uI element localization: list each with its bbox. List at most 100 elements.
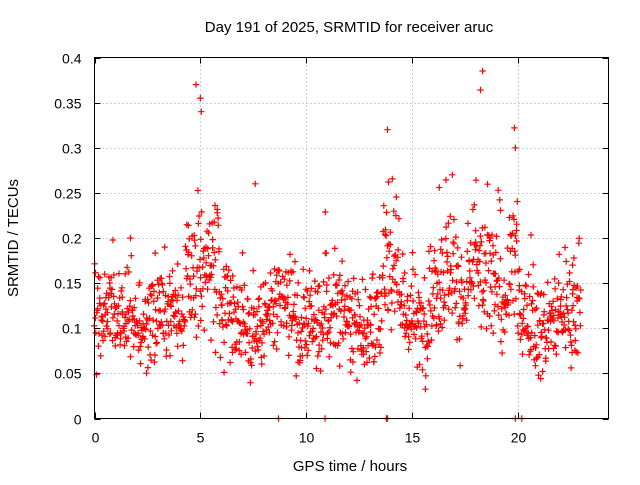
data-point	[94, 285, 101, 292]
data-point	[440, 298, 448, 306]
data-point	[413, 309, 420, 316]
data-point	[195, 322, 202, 330]
data-point	[516, 266, 523, 273]
data-point	[339, 335, 347, 342]
data-point	[334, 299, 341, 306]
data-point	[131, 304, 138, 311]
data-point	[387, 241, 394, 248]
data-point	[494, 303, 502, 310]
data-point	[574, 349, 581, 356]
data-point	[315, 341, 323, 349]
data-point	[300, 293, 307, 300]
data-point	[303, 341, 310, 348]
data-point	[439, 287, 446, 294]
data-point	[512, 295, 520, 303]
data-point	[146, 315, 153, 322]
data-point	[536, 351, 543, 358]
y-axis-label: SRMTID / TECUs	[5, 179, 22, 297]
data-point	[399, 275, 407, 282]
data-point	[174, 260, 181, 268]
data-point	[381, 292, 388, 300]
data-point	[197, 236, 204, 243]
data-point	[576, 235, 583, 242]
data-point	[222, 321, 230, 328]
data-point	[467, 286, 475, 293]
data-point	[386, 248, 393, 255]
data-point	[554, 295, 561, 302]
data-point	[333, 282, 341, 289]
data-point	[212, 304, 220, 311]
data-point	[533, 304, 540, 312]
data-point	[245, 339, 253, 346]
data-point	[422, 372, 429, 379]
data-point	[137, 360, 144, 367]
data-point	[452, 304, 459, 311]
data-point	[454, 244, 461, 252]
data-point	[356, 302, 363, 309]
data-point	[148, 292, 155, 299]
data-point	[127, 234, 134, 242]
data-point	[95, 342, 102, 350]
data-point	[561, 244, 569, 251]
data-point	[104, 309, 111, 316]
data-point	[354, 289, 361, 296]
data-point	[188, 252, 195, 259]
data-point	[522, 282, 530, 290]
data-point	[497, 207, 504, 214]
data-point	[488, 288, 496, 295]
data-point	[375, 305, 382, 312]
data-point	[435, 327, 442, 335]
data-point	[376, 349, 384, 357]
data-point	[389, 175, 396, 183]
data-point	[218, 302, 226, 309]
data-point	[260, 330, 268, 338]
data-point	[343, 292, 351, 299]
data-point	[302, 337, 309, 345]
data-point	[96, 294, 103, 302]
data-point	[502, 292, 509, 299]
data-point	[437, 295, 444, 302]
data-point	[167, 303, 175, 310]
data-point	[483, 325, 490, 332]
data-point	[291, 258, 299, 265]
data-point	[161, 243, 168, 251]
data-point	[255, 296, 262, 303]
data-point	[369, 274, 376, 282]
data-point	[504, 296, 511, 303]
data-point	[380, 262, 387, 270]
data-point	[383, 209, 390, 216]
data-point	[220, 339, 228, 346]
data-point	[392, 257, 400, 264]
data-point	[164, 293, 172, 300]
data-point	[461, 305, 469, 312]
data-point	[166, 352, 174, 359]
data-point	[554, 314, 562, 322]
data-point	[265, 304, 273, 311]
data-point	[520, 315, 527, 322]
data-point	[154, 294, 161, 302]
data-point	[471, 201, 478, 209]
data-point	[269, 287, 276, 294]
data-points	[91, 67, 584, 422]
data-point	[112, 342, 119, 350]
data-point	[491, 307, 498, 315]
data-point	[436, 315, 443, 322]
data-point	[338, 296, 345, 304]
data-point	[360, 344, 367, 352]
data-point	[563, 258, 570, 265]
data-point	[147, 356, 155, 364]
data-point	[341, 282, 349, 289]
data-point	[495, 275, 502, 282]
data-point	[163, 346, 170, 354]
data-point	[557, 302, 564, 310]
x-tick-label: 5	[197, 430, 205, 446]
data-point	[207, 336, 215, 344]
data-point	[198, 108, 205, 115]
data-point	[449, 277, 456, 284]
data-point	[198, 293, 205, 300]
data-point	[342, 329, 349, 336]
data-point	[125, 268, 132, 276]
data-point	[333, 313, 340, 320]
data-point	[230, 284, 238, 292]
data-point	[518, 331, 525, 338]
